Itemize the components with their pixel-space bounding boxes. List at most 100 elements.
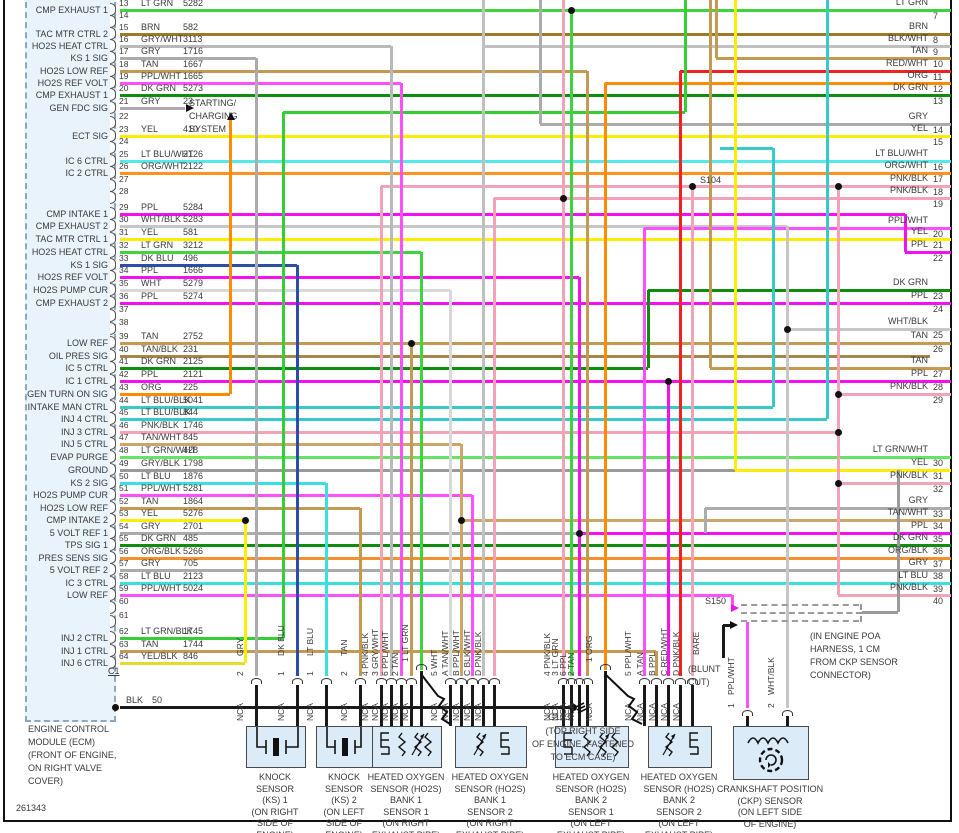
right-edge-wire-color: LT BLU xyxy=(898,570,928,580)
ecm-pin-circuit-number: 1746 xyxy=(183,420,204,430)
wire-vertical xyxy=(786,226,789,708)
wire-vertical xyxy=(722,625,725,658)
sensor-lead-wire xyxy=(562,685,565,726)
ecm-pin-circuit-number: 428 xyxy=(183,445,199,455)
ecm-pin-number: 53 xyxy=(119,508,129,518)
right-edge-pin-number: 23 xyxy=(933,291,944,301)
ho2s-element-icon xyxy=(473,732,510,757)
wire-horizontal xyxy=(120,45,391,48)
ecm-pin-number: 38 xyxy=(119,317,129,327)
annotation-text: CONNECTOR) xyxy=(810,670,871,680)
annotation-text: BLK xyxy=(126,695,144,705)
wire-horizontal xyxy=(705,507,951,510)
ecm-pin-wire-color: TAN xyxy=(141,59,159,69)
sensor-lead-wire xyxy=(570,685,573,726)
sensor-pin-label: 1 ORG xyxy=(584,635,594,662)
ecm-pin-wire-color: LT GRN/BLK xyxy=(141,626,193,636)
right-edge-wire-color: ORG xyxy=(907,70,928,80)
right-edge-pin-number: 24 xyxy=(933,304,944,314)
right-edge-wire-color: YEL xyxy=(910,457,928,467)
nca-label: NCA xyxy=(380,703,390,721)
wire-vertical xyxy=(229,120,232,394)
wire-vertical xyxy=(460,444,463,676)
sensor-caption-ho2s-b1s2: SENSOR (HO2S) xyxy=(454,783,526,794)
inline-connector-icon xyxy=(456,678,467,684)
splice-dot xyxy=(242,517,249,524)
wire-horizontal xyxy=(905,251,951,254)
ecm-pin-number: 43 xyxy=(119,382,129,392)
ecm-pin-number: 17 xyxy=(119,46,129,56)
ecm-pin-circuit-number: 5024 xyxy=(183,583,204,593)
right-edge-wire-color: DK GRN xyxy=(892,532,928,542)
splice-dot xyxy=(665,378,672,385)
sensor-lead-wire xyxy=(471,685,474,726)
right-edge-pin-number: 32 xyxy=(933,484,944,494)
sensor-pin-wire-color: LT BLU xyxy=(305,627,315,656)
s150-harness-dash xyxy=(741,612,862,614)
sensor-lead-wire xyxy=(255,685,258,726)
splice-dot xyxy=(112,704,119,711)
ecm-pin-number: 21 xyxy=(119,96,129,106)
annotation-text: 50 xyxy=(152,695,163,705)
sensor-caption-ho2s-b2s2: EXHAUST PIPE) xyxy=(609,830,749,833)
ecm-pin-circuit-number: 1798 xyxy=(183,458,204,468)
inline-connector-icon xyxy=(582,678,593,684)
sensor-lead-wire xyxy=(420,671,423,726)
wire-horizontal xyxy=(120,418,827,421)
ecm-pin-number: 60 xyxy=(119,596,129,606)
sensor-caption-ho2s-b1s1: HEATED OXYGEN xyxy=(367,772,445,782)
annotation-text: G103 xyxy=(548,712,571,722)
wire-vertical xyxy=(837,186,840,595)
nca-label: NCA xyxy=(462,703,472,721)
right-edge-pin-number: 25 xyxy=(933,330,944,340)
sensor-caption-ks2: KNOCK xyxy=(327,772,360,782)
wire-vertical xyxy=(604,83,607,670)
ecm-pin-number: 40 xyxy=(119,344,129,354)
right-edge-wire-color: PPL xyxy=(910,368,928,378)
wire-horizontal xyxy=(605,82,951,85)
right-edge-wire-color: LT BLU/WHT xyxy=(875,148,928,158)
ecm-pin-label: INJ 2 CTRL xyxy=(60,633,108,643)
ecm-pin-wire-color: PPL xyxy=(141,291,159,301)
ecm-pin-number: 54 xyxy=(119,521,129,531)
page-border-bottom xyxy=(3,820,952,822)
wire-vertical xyxy=(904,214,907,252)
ecm-pin-number: 59 xyxy=(119,583,129,593)
ecm-pin-label: 5 VOLT REF 2 xyxy=(49,565,108,575)
knock-sensor-element-icon xyxy=(256,727,299,756)
sensor-caption-ckp: CRANKSHAFT POSITION xyxy=(716,784,824,794)
ecm-pin-wire-color: DK GRN xyxy=(141,83,177,93)
splice-dot xyxy=(568,7,575,14)
ecm-pin-label: CMP INTAKE 1 xyxy=(46,209,108,219)
right-edge-pin-number: 11 xyxy=(933,72,943,82)
ecm-pin-label: PRES SENS SIG xyxy=(38,553,108,563)
ecm-pin-wire-color: PNK/BLK xyxy=(141,420,180,430)
wire-vertical xyxy=(359,508,362,676)
sensor-lead-wire xyxy=(390,685,393,726)
ecm-pin-label: LOW REF xyxy=(66,338,108,348)
ecm-pin-label: CMP EXHAUST 1 xyxy=(35,90,108,100)
wire-horizontal xyxy=(120,82,401,85)
ecm-pin-label: HO2S LOW REF xyxy=(39,503,108,513)
right-edge-pin-number: 33 xyxy=(933,509,944,519)
ecm-pin-wire-color: LT GRN xyxy=(141,0,174,8)
sensor-box-ks2 xyxy=(316,726,374,768)
ecm-pin-circuit-number: 496 xyxy=(183,253,199,263)
right-edge-pin-number: 14 xyxy=(933,125,944,135)
wire-horizontal xyxy=(735,469,951,472)
ecm-pin-circuit-number: 5266 xyxy=(183,546,204,556)
sensor-caption-ckp: (CKP) SENSOR xyxy=(737,795,803,806)
ecm-pin-label: CMP EXHAUST 2 xyxy=(35,298,108,308)
ecm-pin-wire-color: YEL/BLK xyxy=(141,651,178,661)
inline-connector-icon xyxy=(292,678,303,684)
sensor-pin-label: 6 PPL/WHT xyxy=(380,631,390,676)
sensor-caption-ho2s-b2s1: SENSOR (HO2S) xyxy=(555,783,627,794)
ecm-pin-circuit-number: 2121 xyxy=(183,369,204,379)
right-edge-pin-number: 30 xyxy=(933,458,944,468)
ecm-pin-number: 51 xyxy=(119,483,129,493)
sensor-caption-ho2s-b1s1: (ON RIGHT xyxy=(382,818,430,828)
sensor-pin-label: D PNK/BLK xyxy=(473,631,483,676)
ecm-pin-circuit-number: 1665 xyxy=(183,71,204,81)
inline-connector-icon xyxy=(406,678,417,684)
right-edge-wire-color: YEL xyxy=(910,226,928,236)
